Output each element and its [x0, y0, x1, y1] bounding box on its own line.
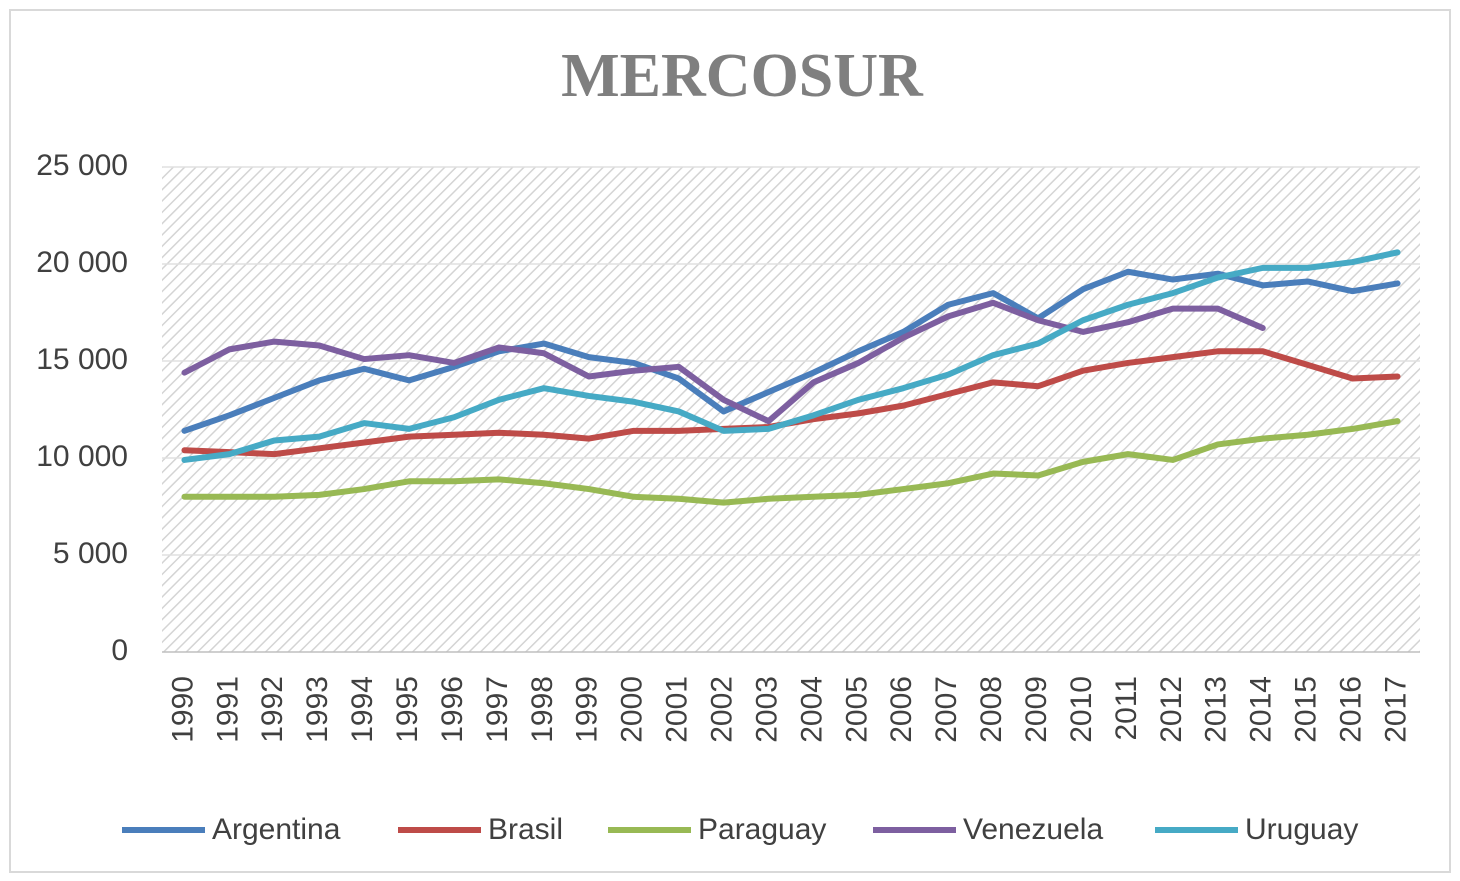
- x-tick-label: 2001: [661, 676, 694, 743]
- y-tick-label: 10 000: [36, 440, 128, 473]
- x-tick-label: 2014: [1245, 676, 1278, 743]
- x-tick-label: 2013: [1200, 676, 1233, 743]
- y-tick-label: 15 000: [36, 343, 128, 376]
- series-line: [181, 299, 1266, 425]
- y-tick-label: 20 000: [36, 246, 128, 279]
- x-tick-label: 1998: [526, 676, 559, 743]
- x-tick-label: 2003: [750, 676, 783, 743]
- x-tick-label: 2017: [1379, 676, 1412, 743]
- x-tick-label: 1992: [256, 676, 289, 743]
- x-tick-label: 2000: [616, 676, 649, 743]
- x-tick-label: 2016: [1335, 676, 1368, 743]
- x-tick-label: 2009: [1020, 676, 1053, 743]
- x-tick-label: 2012: [1155, 676, 1188, 743]
- series-line: [181, 418, 1401, 506]
- legend-label: Argentina: [212, 813, 341, 846]
- series-line: [181, 268, 1401, 434]
- x-tick-label: 1995: [391, 676, 424, 743]
- y-tick-label: 25 000: [36, 149, 128, 182]
- x-tick-label: 1990: [166, 676, 199, 743]
- legend-label: Venezuela: [963, 813, 1103, 846]
- x-tick-label: 2015: [1290, 676, 1323, 743]
- x-tick-label: 2006: [885, 676, 918, 743]
- legend-label: Uruguay: [1245, 813, 1358, 846]
- x-tick-label: 2010: [1065, 676, 1098, 743]
- x-tick-label: 2011: [1110, 676, 1143, 741]
- chart-title: MERCOSUR: [561, 42, 924, 110]
- x-tick-label: 2005: [840, 676, 873, 743]
- x-tick-label: 1999: [571, 676, 604, 743]
- y-tick-label: 0: [111, 634, 128, 667]
- y-tick-label: 5 000: [53, 537, 128, 570]
- x-tick-label: 1994: [346, 676, 379, 743]
- series-line: [181, 249, 1401, 463]
- x-tick-label: 1996: [436, 676, 469, 743]
- x-tick-label: 2008: [975, 676, 1008, 743]
- x-tick-label: 2004: [795, 676, 828, 743]
- x-tick-label: 1991: [211, 676, 244, 743]
- x-tick-label: 1993: [301, 676, 334, 743]
- legend-label: Brasil: [488, 813, 563, 846]
- x-tick-label: 2007: [930, 676, 963, 743]
- x-tick-label: 1997: [481, 676, 514, 743]
- plot-area: [162, 167, 1420, 652]
- x-tick-label: 2002: [706, 676, 739, 743]
- legend-label: Paraguay: [698, 813, 826, 846]
